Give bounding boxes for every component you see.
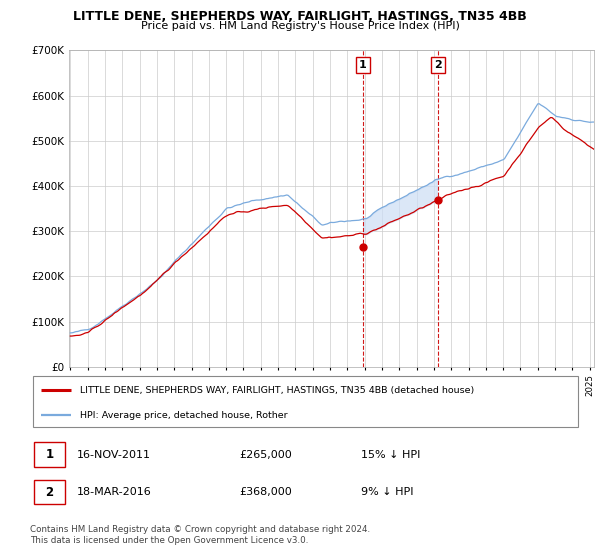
Text: LITTLE DENE, SHEPHERDS WAY, FAIRLIGHT, HASTINGS, TN35 4BB: LITTLE DENE, SHEPHERDS WAY, FAIRLIGHT, H… [73, 10, 527, 23]
FancyBboxPatch shape [34, 442, 65, 467]
Text: 1: 1 [46, 448, 53, 461]
Text: HPI: Average price, detached house, Rother: HPI: Average price, detached house, Roth… [80, 410, 287, 419]
Text: LITTLE DENE, SHEPHERDS WAY, FAIRLIGHT, HASTINGS, TN35 4BB (detached house): LITTLE DENE, SHEPHERDS WAY, FAIRLIGHT, H… [80, 386, 474, 395]
FancyBboxPatch shape [34, 480, 65, 504]
Text: 18-MAR-2016: 18-MAR-2016 [77, 487, 152, 497]
FancyBboxPatch shape [33, 376, 578, 427]
Text: 16-NOV-2011: 16-NOV-2011 [77, 450, 151, 460]
Text: 2: 2 [434, 59, 442, 69]
Text: Contains HM Land Registry data © Crown copyright and database right 2024.
This d: Contains HM Land Registry data © Crown c… [30, 525, 370, 545]
Text: 2: 2 [46, 486, 53, 498]
Text: £368,000: £368,000 [240, 487, 293, 497]
Text: 1: 1 [359, 59, 367, 69]
Text: 15% ↓ HPI: 15% ↓ HPI [361, 450, 421, 460]
Text: Price paid vs. HM Land Registry's House Price Index (HPI): Price paid vs. HM Land Registry's House … [140, 21, 460, 31]
Text: £265,000: £265,000 [240, 450, 293, 460]
Text: 9% ↓ HPI: 9% ↓ HPI [361, 487, 414, 497]
